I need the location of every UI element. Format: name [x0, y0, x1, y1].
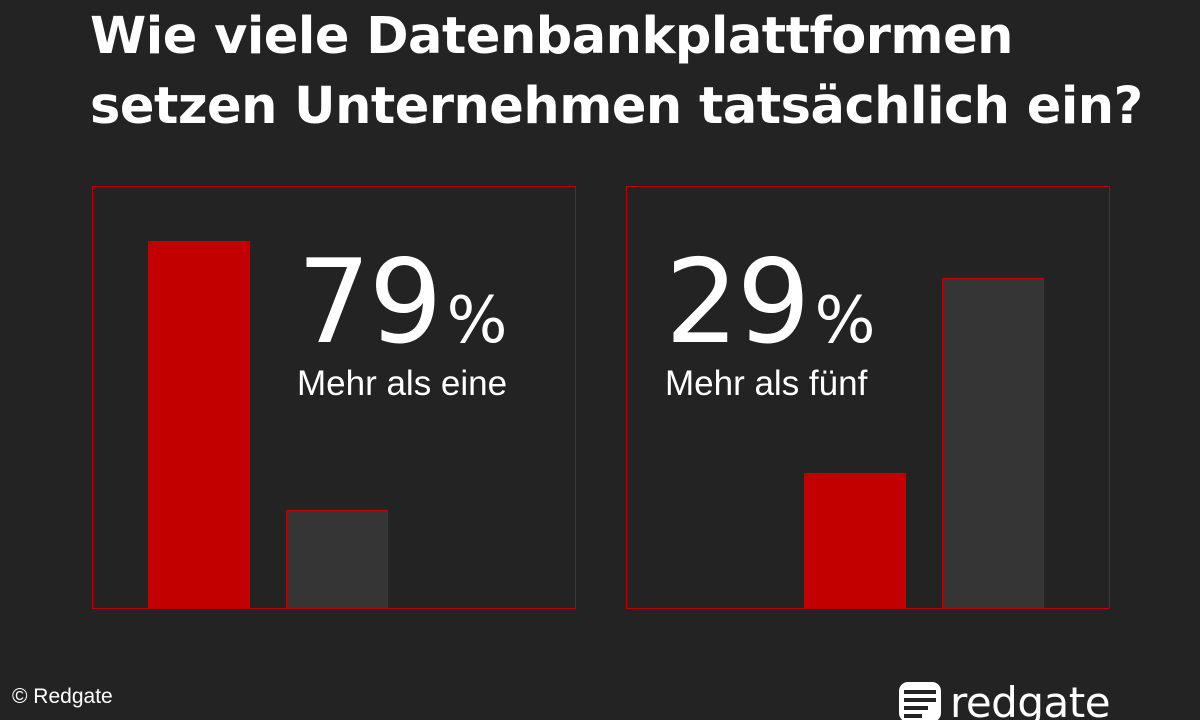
stat-left-label: Mehr als eine [297, 364, 508, 403]
stat-left-unit: % [446, 284, 508, 358]
bar-right-gray [942, 278, 1044, 608]
brand-name: redgate [950, 678, 1111, 720]
brand-logo[interactable]: redgate [898, 678, 1111, 720]
chart-panel-left: 79% Mehr als eine [92, 186, 576, 609]
stat-right-value: 29 [665, 235, 811, 370]
stat-right: 29% Mehr als fünf [665, 243, 875, 405]
stat-right-unit: % [814, 284, 876, 358]
page-title: Wie viele Datenbankplattformen setzen Un… [90, 2, 1150, 142]
title-line-2: setzen Unternehmen tatsächlich ein? [90, 77, 1143, 136]
bar-right-red [804, 473, 906, 608]
bar-left-red [148, 241, 250, 608]
copyright-notice: © Redgate [12, 685, 113, 708]
title-line-1: Wie viele Datenbankplattformen [90, 7, 1013, 66]
bar-left-gray [286, 510, 388, 608]
stat-left: 79% Mehr als eine [297, 243, 507, 405]
chart-panel-right: 29% Mehr als fünf [626, 186, 1110, 609]
stat-right-label: Mehr als fünf [665, 364, 868, 403]
redgate-logo-icon [899, 682, 941, 720]
stat-left-value: 79 [297, 235, 443, 370]
